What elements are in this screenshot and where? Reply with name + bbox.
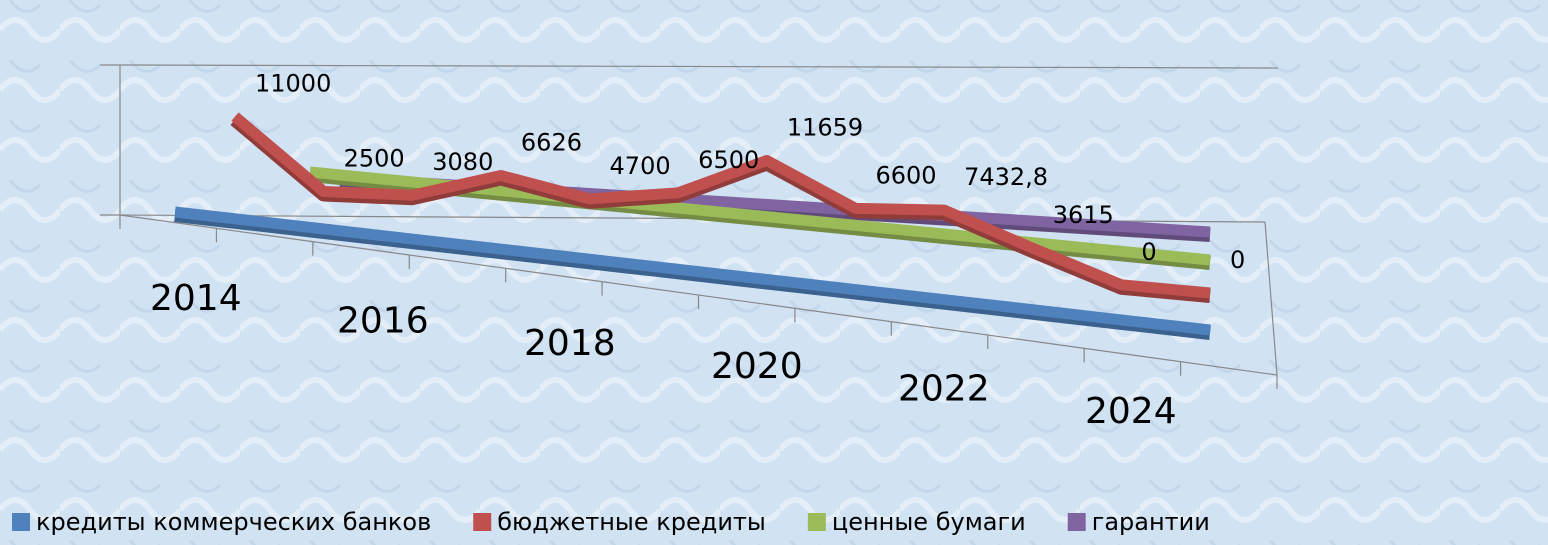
- data-label: 6626: [521, 128, 582, 156]
- x-tick-label: 2020: [711, 346, 803, 387]
- x-tick-label: 2022: [898, 368, 990, 409]
- line: [231, 112, 1211, 299]
- data-label: 0: [1141, 238, 1156, 266]
- legend-swatch: [807, 513, 826, 531]
- legend-label: ценные бумаги: [832, 508, 1026, 536]
- data-label: 11659: [787, 113, 863, 141]
- data-label: 7432,8: [964, 163, 1048, 191]
- x-tick-label: 2016: [337, 301, 429, 342]
- data-label: 6500: [698, 146, 759, 174]
- x-tick-label: 2024: [1085, 391, 1177, 432]
- series-line: [230, 112, 1211, 303]
- x-tick-label: 2018: [524, 323, 616, 364]
- data-label: 0: [1230, 246, 1245, 274]
- data-label: 3615: [1053, 201, 1114, 229]
- legend-swatch: [1067, 513, 1086, 531]
- legend-label: бюджетные кредиты: [497, 508, 766, 536]
- legend-swatch: [473, 513, 492, 531]
- data-label: 4700: [610, 152, 671, 180]
- data-label: 3080: [432, 148, 493, 176]
- series-line: [174, 206, 1211, 340]
- legend-label: кредиты коммерческих банков: [36, 508, 431, 536]
- legend-swatch: [12, 513, 30, 531]
- x-tick-label: 2014: [150, 278, 242, 319]
- data-label: 6600: [875, 161, 936, 189]
- legend-label: гарантии: [1092, 508, 1210, 536]
- data-label: 11000: [255, 70, 331, 98]
- data-label: 2500: [344, 145, 405, 173]
- line: [174, 206, 1211, 336]
